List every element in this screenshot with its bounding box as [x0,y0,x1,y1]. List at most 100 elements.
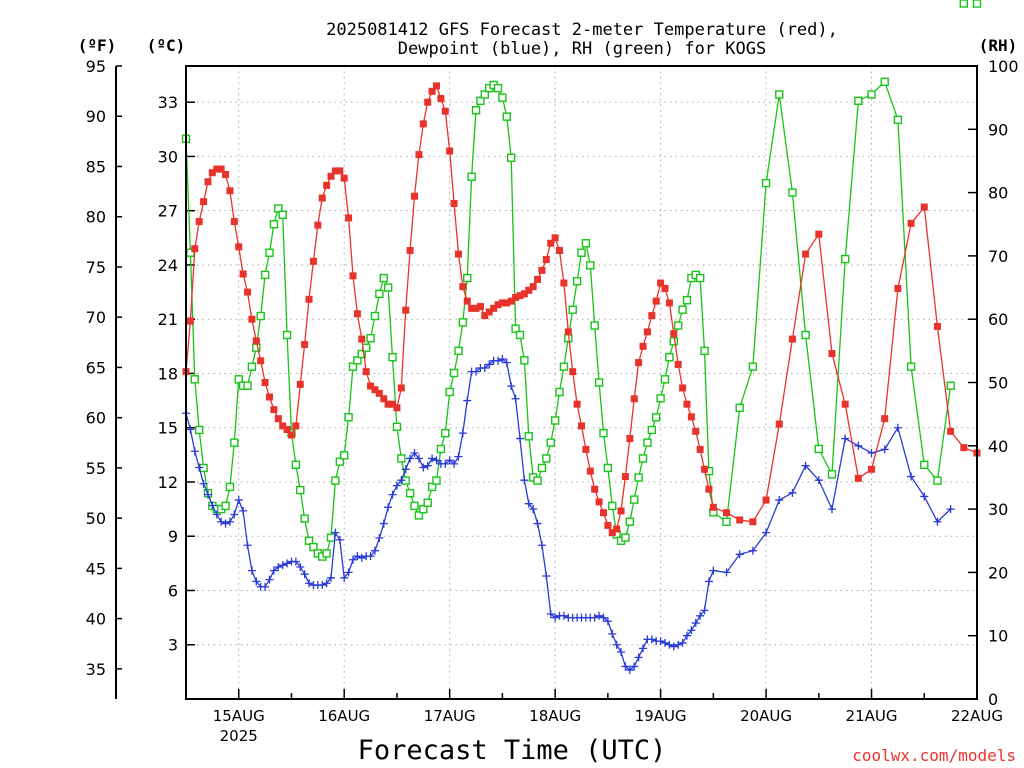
rh-point [972,0,982,8]
temp-point [621,473,629,481]
temp-point [542,256,550,264]
dewpoint-point [634,653,643,662]
dewpoint-point [551,613,560,622]
dewpoint-point [353,552,362,561]
temp-point [428,87,436,95]
temp-point [503,299,511,307]
time-tick-label: 20AUG [740,707,792,725]
rh-point [568,305,577,314]
dewpoint-point [375,534,384,543]
rh-tick-label: 60 [988,310,1008,329]
temp-point [287,431,295,439]
dewpoint-point [274,562,283,571]
dewpoint-point [709,566,718,575]
temp-point [723,509,731,517]
temp-point [635,359,643,367]
temp-point [323,181,331,189]
rh-point [260,270,270,280]
rh-point [340,451,349,460]
rh-tick-label: 0 [988,690,998,709]
rh-point [348,362,358,371]
rh-point [379,273,388,283]
rh-point [225,482,235,492]
temp-point [375,389,383,397]
dewpoint-point [300,570,309,579]
temp-point [213,165,221,173]
celsius-tick-label: 12 [158,473,178,492]
dewpoint-point [625,666,634,675]
rh-tick-label: 100 [988,57,1019,76]
temp-point [226,187,234,195]
temp-point [353,310,361,318]
temp-point [446,147,454,155]
rh-tick-label: 30 [988,500,1008,519]
dewpoint-point [243,541,252,550]
temp-point [349,272,357,280]
dewpoint-point [674,640,683,649]
dewpoint-point [827,505,836,514]
temp-point [591,485,599,493]
temp-point [204,178,212,186]
temp-point [472,304,480,312]
temp-point [432,82,440,90]
rh-point [638,454,648,463]
celsius-tick-label: 30 [158,147,178,166]
rh-point [309,542,318,552]
dewpoint-point [841,434,850,443]
temp-point [490,304,498,312]
dewpoint-point [687,626,696,635]
temp-point [670,330,678,338]
temp-point [481,312,489,320]
dewpoint-point [199,479,208,488]
rh-point [621,533,630,542]
dewpoint-point [327,573,336,582]
temp-point [362,368,370,376]
temp-point [512,293,520,301]
dewpoint-point [617,647,626,656]
fahrenheit-tick-label: 60 [86,409,106,428]
dewpoint-point [735,550,744,559]
dewpoint-point [291,557,300,566]
dewpoint-point [669,642,678,651]
temp-point [450,199,458,207]
time-tick-label: 15AUG [213,707,265,725]
celsius-tick-label: 18 [158,364,178,383]
temp-point [687,413,695,421]
temp-point [309,257,317,265]
celsius-axis: 3 6 9 12 15 18 21 24 27 30 33 [158,93,195,655]
rh-point [594,378,604,387]
time-tick-label: 21AUG [846,707,898,725]
temp-point [301,341,309,349]
rh-series [181,0,982,561]
rh-tick-label: 10 [988,627,1008,646]
rh-tick-label: 80 [988,184,1008,203]
temp-point [578,422,585,430]
temp-point [520,290,528,298]
rh-point [388,352,397,362]
temp-point [305,295,313,303]
celsius-tick-label: 24 [158,256,178,275]
temp-point [679,384,687,392]
dewpoint-point [401,465,410,474]
chart-title-line1: 2025081412 GFS Forecast 2-meter Temperat… [326,20,838,40]
temp-point [815,230,823,238]
temp-point [367,382,375,390]
rh-point [906,362,916,371]
time-tick-sublabel: 2025 [220,727,258,745]
dewpoint-point [612,640,621,649]
rh-point [678,305,687,314]
temp-point [960,444,968,452]
rh-point [410,501,419,511]
temp-point [907,219,915,227]
temp-point [551,234,559,242]
temp-point [402,306,410,314]
temp-point [525,286,533,294]
rh-point [498,93,507,102]
rh-point [265,248,274,257]
rh-point [634,473,643,482]
temp-point [331,167,339,175]
dewpoint-point [542,572,551,581]
temp-point [534,275,542,283]
temp-point [257,357,265,365]
temp-point [608,529,616,537]
